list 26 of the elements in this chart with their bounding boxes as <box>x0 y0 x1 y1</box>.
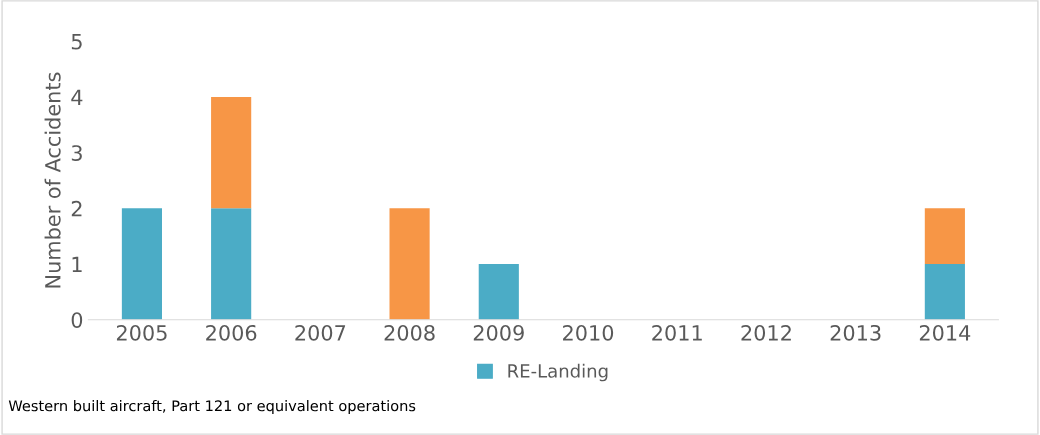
bar <box>121 208 162 320</box>
bar <box>211 208 252 320</box>
bar <box>924 208 965 265</box>
y-tick-label: 3 <box>71 145 82 161</box>
x-tick-label: 2008 <box>384 324 435 341</box>
x-tick-label: 2009 <box>473 324 524 341</box>
x-tick-label: 2013 <box>830 324 881 341</box>
legend-label: RE-Landing <box>508 363 608 382</box>
text: Western built aircraft, Part 121 or equivalent operations <box>8 399 416 415</box>
bar <box>389 208 430 320</box>
y-tick-label: 4 <box>71 89 83 105</box>
x-tick-label: 2014 <box>919 324 971 341</box>
x-tick-label: 2012 <box>741 324 791 341</box>
y-axis-title: Number of Accidents <box>44 72 61 288</box>
x-tick-label: 2011 <box>652 324 702 341</box>
y-tick-label: 5 <box>71 34 82 50</box>
bar <box>211 97 252 209</box>
x-tick-label: 2010 <box>563 324 614 341</box>
x-tick-label: 2005 <box>116 324 167 341</box>
bar <box>924 264 965 320</box>
bar <box>478 264 519 320</box>
y-tick-label: 0 <box>71 312 83 328</box>
y-tick-label: 1 <box>72 256 82 272</box>
x-tick-label: 2006 <box>206 324 257 341</box>
y-tick-label: 2 <box>71 200 82 217</box>
x-tick-label: 2007 <box>295 324 346 341</box>
